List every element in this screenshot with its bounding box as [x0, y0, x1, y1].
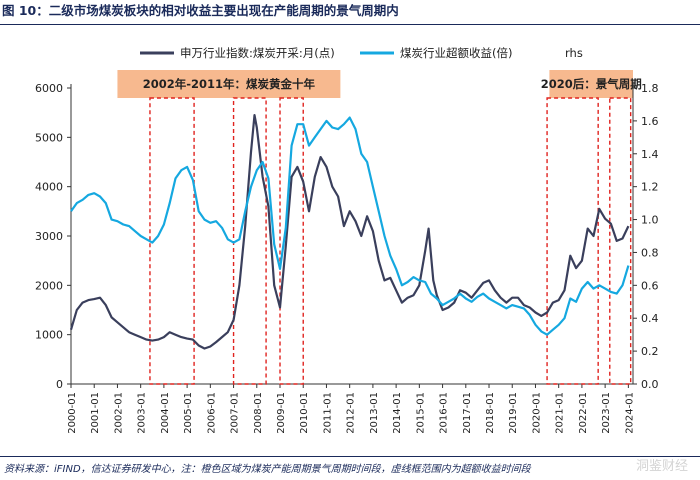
- x-tick-label: 2015-01: [415, 392, 426, 434]
- y-right-tick-label: 1.4: [641, 148, 659, 161]
- x-tick-label: 2002-01: [113, 392, 124, 434]
- x-tick-label: 2017-01: [462, 392, 473, 434]
- legend-label: 煤炭行业超额收益(倍): [400, 46, 512, 60]
- x-tick-label: 2007-01: [230, 392, 241, 434]
- y-left-tick-label: 0: [56, 378, 63, 391]
- highlight-banner-label: 2020后：景气周期: [541, 77, 642, 91]
- x-tick-label: 2008-01: [253, 392, 264, 434]
- x-tick-label: 2005-01: [183, 392, 194, 434]
- x-tick-label: 2016-01: [439, 392, 450, 434]
- axes-layer: 0 1000 2000 3000 4000 5000 6000 0.0 0.2 0.4 0.6 0.8…: [35, 82, 659, 434]
- y-right-tick-label: 0.6: [641, 279, 659, 292]
- x-tick-label: 2003-01: [137, 392, 148, 434]
- highlight-banner: [549, 70, 633, 98]
- legend-rhs-note: rhs: [565, 46, 583, 60]
- y-right-tick-label: 1.8: [641, 82, 659, 95]
- x-tick-label: 2009-01: [276, 392, 287, 434]
- x-tick-label: 2000-01: [67, 392, 78, 434]
- y-left-tick-label: 5000: [35, 131, 63, 144]
- series-line-excess-return: [70, 116, 630, 336]
- x-tick-label: 2013-01: [369, 392, 380, 434]
- chart: 2002年-2011年：煤炭黄金十年 2020后：景气周期 0 1000 2000 30…: [35, 46, 659, 434]
- figure-title: 图 10：二级市场煤炭板块的相对收益主要出现在产能周期的景气周期内: [2, 3, 399, 18]
- highlight-banner-label: 2002年-2011年：煤炭黄金十年: [143, 77, 316, 91]
- y-left-tick-label: 6000: [35, 82, 63, 95]
- source-note: 资料来源：iFIND，信达证券研发中心，注：橙色区域为煤炭产能周期景气周期时间段…: [4, 464, 531, 475]
- x-tick-label: 2004-01: [160, 392, 171, 434]
- excess-return-box: [232, 97, 267, 385]
- excess-return-box: [546, 97, 599, 385]
- x-tick-label: 2006-01: [206, 392, 217, 434]
- series-line-coal-index: [69, 114, 630, 350]
- y-right-tick-label: 0.2: [641, 345, 659, 358]
- x-tick-label: 2020-01: [531, 392, 542, 434]
- footer-divider: [0, 456, 700, 457]
- y-left-tick-label: 3000: [35, 230, 63, 243]
- y-left-tick-label: 2000: [35, 279, 63, 292]
- y-right-tick-label: 1.6: [641, 115, 659, 128]
- x-tick-label: 2023-01: [601, 392, 612, 434]
- x-tick-label: 2010-01: [299, 392, 310, 434]
- banner-layer: 2002年-2011年：煤炭黄金十年 2020后：景气周期: [117, 70, 642, 98]
- series-layer: [69, 114, 630, 350]
- x-tick-label: 2024-01: [624, 392, 635, 434]
- x-tick-label: 2021-01: [555, 392, 566, 434]
- y-right-tick-label: 0.4: [641, 312, 659, 325]
- x-tick-label: 2014-01: [392, 392, 403, 434]
- x-tick-label: 2019-01: [508, 392, 519, 434]
- title-divider: [0, 24, 700, 25]
- y-left-tick-label: 4000: [35, 181, 63, 194]
- x-tick-label: 2012-01: [346, 392, 357, 434]
- y-left-tick-label: 1000: [35, 329, 63, 342]
- x-tick-label: 2018-01: [485, 392, 496, 434]
- excess-return-box: [609, 97, 632, 385]
- legend-label: 申万行业指数:煤炭开采:月(点): [180, 46, 335, 60]
- x-tick-label: 2022-01: [578, 392, 589, 434]
- y-right-tick-label: 1.0: [641, 214, 659, 227]
- y-right-tick-label: 1.2: [641, 181, 659, 194]
- x-tick-label: 2001-01: [90, 392, 101, 434]
- highlight-banner: [117, 70, 341, 98]
- excess-return-box: [149, 97, 195, 385]
- legend: 申万行业指数:煤炭开采:月(点) 煤炭行业超额收益(倍) rhs: [140, 46, 583, 60]
- x-tick-label: 2011-01: [322, 392, 333, 434]
- y-right-tick-label: 0.8: [641, 246, 659, 259]
- y-right-tick-label: 0.0: [641, 378, 659, 391]
- dashed-box-layer: [149, 97, 632, 385]
- watermark: 洞鉴财经: [635, 459, 688, 474]
